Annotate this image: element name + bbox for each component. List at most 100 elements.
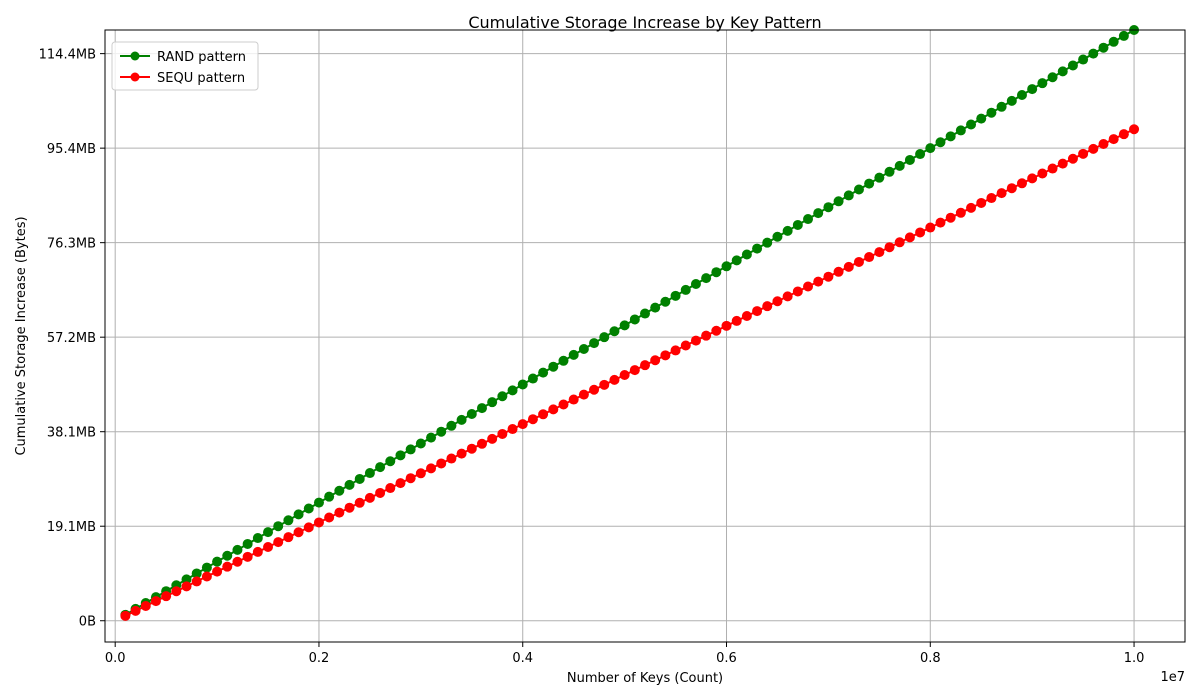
data-point-rand-pattern	[925, 143, 936, 154]
data-point-rand-pattern	[436, 426, 447, 437]
series-sequ-pattern	[120, 124, 1140, 621]
data-point-rand-pattern	[222, 550, 233, 561]
data-point-sequ-pattern	[803, 281, 814, 292]
data-point-sequ-pattern	[874, 247, 885, 258]
data-point-sequ-pattern	[436, 458, 447, 469]
data-point-sequ-pattern	[201, 571, 212, 582]
data-point-sequ-pattern	[385, 483, 396, 494]
data-point-sequ-pattern	[150, 596, 161, 607]
data-point-rand-pattern	[945, 131, 956, 142]
data-point-sequ-pattern	[242, 551, 253, 562]
data-point-rand-pattern	[782, 225, 793, 236]
data-point-rand-pattern	[293, 509, 304, 520]
data-point-sequ-pattern	[364, 492, 375, 503]
chart-title: Cumulative Storage Increase by Key Patte…	[468, 13, 821, 32]
data-point-rand-pattern	[996, 101, 1007, 112]
data-point-sequ-pattern	[945, 212, 956, 223]
data-point-sequ-pattern	[925, 222, 936, 233]
plot-series	[120, 25, 1140, 621]
y-tick-label: 114.4MB	[39, 48, 96, 63]
data-point-rand-pattern	[711, 267, 722, 278]
data-point-sequ-pattern	[446, 453, 457, 464]
data-point-rand-pattern	[640, 308, 650, 319]
data-point-sequ-pattern	[680, 340, 691, 351]
x-tick-label: 0.6	[716, 651, 737, 666]
data-point-sequ-pattern	[538, 409, 549, 420]
data-point-rand-pattern	[833, 196, 844, 207]
y-tick-label: 38.1MB	[47, 426, 96, 441]
data-point-rand-pattern	[232, 544, 243, 555]
data-point-rand-pattern	[263, 527, 274, 538]
data-point-rand-pattern	[680, 284, 691, 295]
data-point-sequ-pattern	[629, 365, 640, 376]
data-point-rand-pattern	[212, 556, 223, 567]
data-point-rand-pattern	[558, 355, 569, 366]
data-point-sequ-pattern	[813, 276, 824, 287]
data-point-sequ-pattern	[772, 296, 783, 307]
data-point-rand-pattern	[629, 314, 640, 325]
data-point-sequ-pattern	[527, 414, 538, 425]
x-tick-label: 0.4	[512, 651, 533, 666]
data-point-sequ-pattern	[966, 202, 977, 213]
data-point-rand-pattern	[497, 391, 508, 402]
data-point-sequ-pattern	[456, 448, 467, 459]
data-point-rand-pattern	[762, 237, 773, 248]
y-tick-label: 57.2MB	[47, 331, 96, 346]
data-point-sequ-pattern	[904, 232, 915, 243]
series-rand-pattern	[120, 25, 1140, 620]
data-point-rand-pattern	[904, 154, 915, 165]
data-point-rand-pattern	[701, 273, 712, 284]
data-point-rand-pattern	[466, 408, 477, 419]
data-point-rand-pattern	[324, 491, 335, 502]
legend-marker-sequ	[130, 72, 140, 82]
data-point-rand-pattern	[313, 497, 324, 508]
data-point-rand-pattern	[1088, 48, 1099, 59]
data-point-rand-pattern	[517, 379, 528, 390]
data-point-sequ-pattern	[599, 379, 610, 390]
data-point-rand-pattern	[354, 473, 365, 484]
data-point-sequ-pattern	[324, 512, 335, 523]
data-point-rand-pattern	[375, 462, 386, 473]
data-point-rand-pattern	[650, 302, 661, 313]
data-point-rand-pattern	[853, 184, 864, 195]
data-point-rand-pattern	[619, 320, 630, 331]
data-point-rand-pattern	[660, 296, 671, 307]
data-point-sequ-pattern	[915, 227, 926, 238]
data-point-rand-pattern	[599, 332, 610, 343]
data-point-sequ-pattern	[701, 330, 712, 341]
data-point-sequ-pattern	[1047, 163, 1058, 174]
data-point-sequ-pattern	[721, 320, 732, 331]
data-point-sequ-pattern	[263, 542, 274, 553]
data-point-sequ-pattern	[415, 468, 426, 479]
data-point-rand-pattern	[843, 190, 854, 201]
data-point-sequ-pattern	[976, 197, 987, 208]
data-point-rand-pattern	[507, 385, 518, 396]
data-point-rand-pattern	[283, 515, 294, 526]
plot-frame	[104, 29, 1186, 643]
data-point-sequ-pattern	[130, 605, 141, 616]
x-tick-label: 1.0	[1124, 651, 1145, 666]
data-point-rand-pattern	[813, 208, 824, 219]
y-tick-label: 0B	[79, 615, 96, 630]
data-point-sequ-pattern	[741, 311, 752, 322]
x-tick-label: 0.8	[920, 651, 941, 666]
data-point-rand-pattern	[894, 160, 905, 171]
data-point-sequ-pattern	[1067, 153, 1078, 164]
data-point-sequ-pattern	[823, 271, 834, 282]
data-point-sequ-pattern	[548, 404, 559, 415]
data-point-rand-pattern	[1067, 60, 1078, 71]
data-point-rand-pattern	[1047, 72, 1058, 83]
data-point-rand-pattern	[874, 172, 885, 183]
data-point-rand-pattern	[772, 231, 783, 242]
data-point-rand-pattern	[538, 367, 549, 378]
data-point-sequ-pattern	[640, 360, 650, 371]
data-point-sequ-pattern	[283, 532, 294, 543]
data-point-rand-pattern	[966, 119, 977, 130]
data-point-sequ-pattern	[792, 286, 803, 297]
data-point-sequ-pattern	[517, 419, 528, 430]
data-point-rand-pattern	[385, 456, 396, 467]
data-point-sequ-pattern	[354, 497, 365, 508]
data-point-sequ-pattern	[161, 591, 172, 602]
data-point-sequ-pattern	[395, 478, 406, 489]
